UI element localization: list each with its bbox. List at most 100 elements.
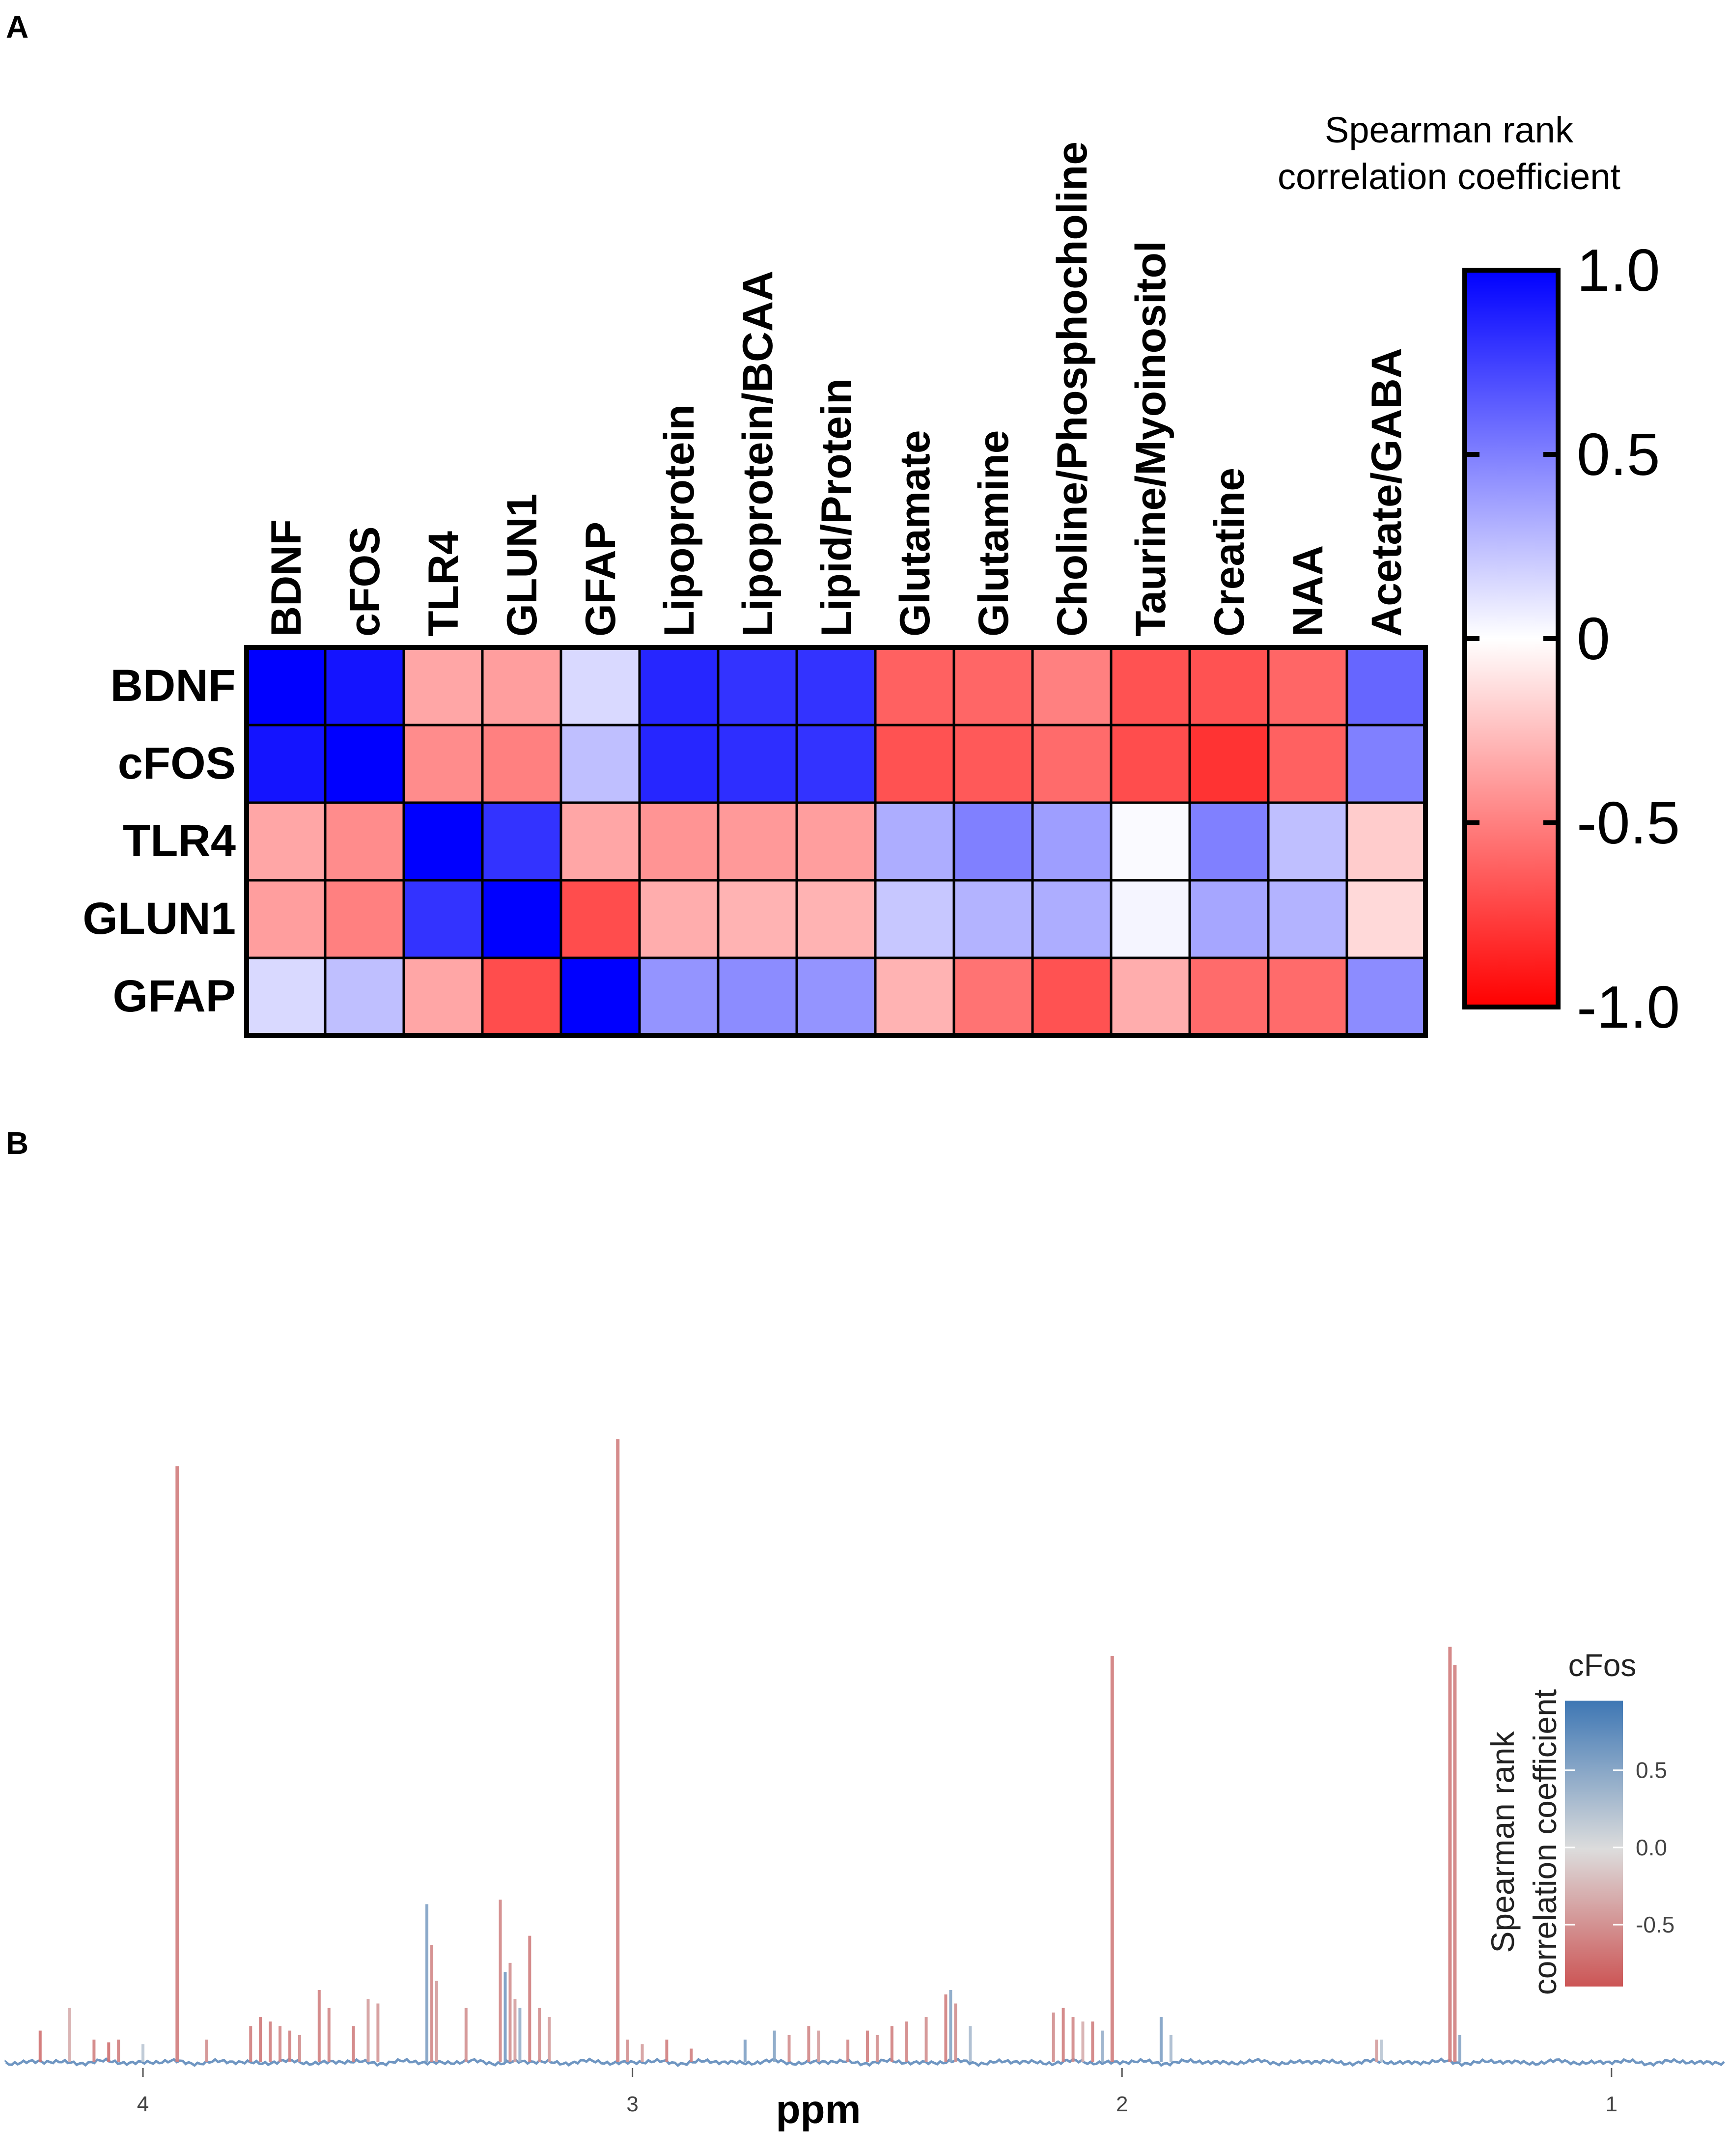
spectrum-peak [425, 1904, 429, 2062]
spectrum-peak [269, 2021, 272, 2062]
spectrum-peak [1448, 1647, 1452, 2062]
spectrum-peak [317, 1989, 321, 2062]
spectrum-peak [743, 2040, 747, 2062]
heatmap-cell [795, 801, 877, 882]
spectrum-peak [352, 2026, 355, 2062]
heatmap-cell [638, 956, 720, 1037]
heatmap-cell [638, 801, 720, 882]
heatmap-col-label: Lipid/Protein [813, 378, 860, 637]
x-axis-tick-label: 2 [1116, 2092, 1128, 2116]
heatmap-cells [245, 646, 1427, 1037]
heatmap-cell [1031, 801, 1113, 882]
heatmap-cell [402, 724, 484, 804]
heatmap-cell [717, 646, 798, 727]
spectrum-colorbar-tick-label: 0.0 [1636, 1835, 1667, 1860]
heatmap-cell [1188, 724, 1270, 804]
spectrum-peak [327, 2008, 331, 2062]
heatmap-col-label: Lipoprotein/BCAA [734, 271, 781, 637]
heatmap-cell [1110, 724, 1191, 804]
spectrum-peak [288, 2030, 292, 2062]
heatmap-cell [1345, 801, 1427, 882]
spectrum-peak [464, 2008, 468, 2062]
colorbar-tick-label: 0.5 [1577, 421, 1660, 488]
heatmap-cell [795, 879, 877, 959]
spectrum-peak [875, 2035, 879, 2062]
x-axis-label: ppm [776, 2087, 861, 2132]
heatmap-row-label: BDNF [110, 661, 236, 711]
spectrum-colorbar-axis-title-line1: Spearman rank [1484, 1731, 1521, 1953]
heatmap-row-label: GLUN1 [83, 894, 236, 944]
heatmap-cell [795, 646, 877, 727]
colorbar-tick-label: 0 [1577, 605, 1610, 672]
heatmap-col-label: Glutamine [970, 430, 1017, 637]
spectrum-peak [924, 2017, 928, 2062]
heatmap-row-label: GFAP [113, 971, 236, 1021]
spectrum-peak [528, 1935, 531, 2062]
spectrum-colorbar-gradient [1565, 1701, 1623, 1987]
heatmap-cell [481, 879, 562, 959]
spectrum-peak [92, 2040, 96, 2062]
heatmap-col-label: Lipoprotein [656, 404, 703, 637]
spectrum-peak [616, 1439, 620, 2062]
colorbar-tick-label: -0.5 [1577, 789, 1680, 856]
heatmap-row-label: cFOS [118, 738, 236, 788]
x-axis-tick-label: 1 [1606, 2092, 1618, 2116]
heatmap-col-label: cFOS [341, 526, 389, 637]
colorbar-tick-label: 1.0 [1577, 237, 1660, 304]
heatmap-col-label: TLR4 [420, 531, 467, 637]
heatmap-row-label: TLR4 [123, 816, 236, 866]
heatmap-cell [324, 956, 405, 1037]
heatmap-cell [1110, 801, 1191, 882]
x-axis-tick-label: 4 [137, 2092, 149, 2116]
spectrum-peak [944, 1994, 948, 2062]
heatmap-cell [795, 956, 877, 1037]
spectrum-peak [503, 1972, 507, 2062]
spectrum-peak [38, 2030, 42, 2062]
spectrum-peak [1052, 2012, 1055, 2062]
spectrum-peak [376, 2003, 380, 2062]
heatmap-cell [1110, 956, 1191, 1037]
spectrum-peak [1091, 2021, 1094, 2062]
spectrum-peak [665, 2040, 669, 2062]
correlation-heatmap: BDNF cFOS TLR4 GLUN1 GFAP BDNF cFOS TLR4 GLUN1 GF… [83, 110, 1680, 1040]
spectrum-peak [1071, 2017, 1075, 2062]
heatmap-cell [795, 724, 877, 804]
spectrum-peak [1061, 2008, 1065, 2062]
heatmap-cell [1188, 879, 1270, 959]
spectrum-peak [1101, 2030, 1104, 2062]
spectrum-peak [435, 1981, 438, 2062]
spectrum-peak [279, 2026, 282, 2062]
heatmap-col-label: GLUN1 [499, 494, 546, 637]
spectrum-peak [905, 2021, 908, 2062]
heatmap-col-label: NAA [1284, 545, 1332, 637]
panel-a-label: A [6, 9, 29, 45]
spectrum-peak [626, 2040, 629, 2062]
colorbar-gradient [1462, 268, 1561, 1009]
heatmap-cell [952, 646, 1034, 727]
spectrum-peak [641, 2044, 644, 2062]
colorbar-title-line2: correlation coefficient [1278, 156, 1620, 197]
spectrum-peak [890, 2026, 893, 2062]
spectrum-colorbar-title: cFos [1568, 1648, 1637, 1683]
spectrum-peak [499, 1900, 502, 2062]
heatmap-cell [402, 956, 484, 1037]
heatmap-cell [1267, 646, 1348, 727]
spectrum-peak [1375, 2040, 1378, 2062]
spectrum-peak [1110, 1655, 1114, 2062]
heatmap-col-label: Choline/Phosphocholine [1049, 141, 1096, 637]
colorbar-title-line1: Spearman rank [1325, 110, 1574, 150]
spectrum-peak [205, 2040, 208, 2062]
spectrum-peak [68, 2008, 71, 2062]
spectrum-peak [1169, 2035, 1172, 2062]
spectrum-peak [430, 1945, 434, 2062]
heatmap-cell [1345, 724, 1427, 804]
spectrum-peak [690, 2048, 693, 2062]
heatmap-cell [717, 801, 798, 882]
spectrum-peak [259, 2017, 262, 2062]
spectrum-peak [141, 2044, 145, 2062]
panel-b-label: B [6, 1125, 29, 1161]
spectrum-peak [969, 2026, 972, 2062]
heatmap-cell [952, 801, 1034, 882]
heatmap-cell [874, 879, 955, 959]
heatmap-cell [402, 801, 484, 882]
